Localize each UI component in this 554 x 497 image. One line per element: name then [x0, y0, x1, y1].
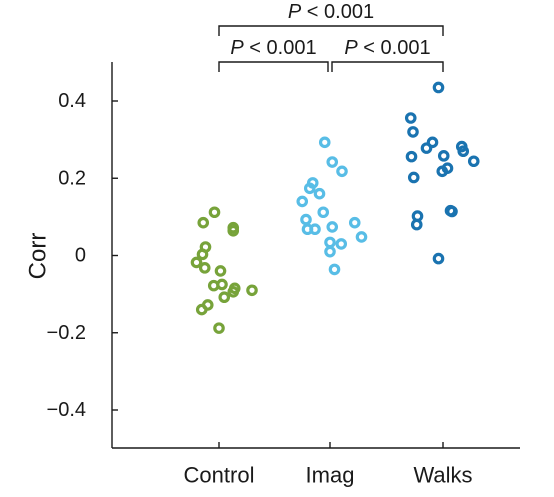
data-point-imag: [348, 216, 361, 229]
data-point-control: [196, 248, 209, 261]
data-point-imag: [336, 165, 348, 178]
significance-label: P < 0.001: [288, 1, 374, 23]
data-point-walks: [407, 171, 420, 184]
significance-label: P < 0.001: [230, 37, 316, 59]
x-category-label: Imag: [306, 463, 355, 488]
data-point-walks: [420, 142, 433, 154]
data-point-walks: [432, 81, 445, 94]
x-category-label: Walks: [413, 463, 472, 488]
significance-label: P < 0.001: [344, 37, 430, 59]
data-point-imag: [303, 182, 316, 195]
data-point-walks: [410, 218, 423, 231]
y-tick-label: 0: [75, 245, 86, 267]
significance-brackets: P < 0.001 P < 0.001 P < 0.001: [218, 1, 444, 72]
significance-bracket: [331, 61, 444, 72]
data-point-control: [246, 284, 258, 297]
data-point-imag: [296, 195, 309, 208]
data-point-walks: [437, 150, 450, 162]
data-point-control: [216, 278, 228, 291]
y-tick-label: −0.4: [47, 399, 86, 421]
data-point-control: [208, 206, 221, 219]
y-tick-label: −0.2: [47, 322, 86, 344]
data-point-walks: [432, 252, 445, 265]
data-point-control: [198, 262, 211, 274]
data-point-control: [195, 303, 208, 316]
significance-bracket: [218, 61, 329, 72]
significance-bracket: [218, 25, 444, 36]
data-point-imag: [317, 206, 330, 219]
data-point-imag: [324, 236, 336, 249]
data-point-control: [197, 216, 210, 229]
data-point-walks: [405, 150, 418, 163]
data-point-imag: [335, 238, 348, 250]
data-point-walks: [467, 155, 480, 168]
data-point-control: [214, 265, 227, 277]
data-point-imag: [326, 221, 339, 233]
data-point-control: [213, 322, 225, 334]
y-tick-label: 0.4: [58, 90, 86, 112]
data-point-control: [218, 291, 231, 304]
y-axis-title: Corr: [25, 233, 52, 280]
data-point-walks: [436, 165, 449, 178]
data-point-walks: [446, 205, 458, 218]
data-point-imag: [324, 245, 336, 258]
data-point-walks: [426, 136, 439, 149]
data-point-imag: [309, 223, 321, 236]
data-point-walks: [457, 145, 470, 158]
data-point-imag: [300, 213, 312, 226]
data-point-control: [227, 224, 240, 237]
data-point-imag: [318, 136, 331, 149]
data-point-imag: [326, 156, 339, 168]
data-points: [190, 81, 480, 334]
data-point-imag: [355, 231, 368, 243]
data-point-walks: [404, 112, 417, 124]
data-point-imag: [313, 187, 326, 200]
data-point-control: [227, 286, 240, 298]
data-point-walks: [407, 126, 419, 138]
x-category-label: Control: [184, 463, 255, 488]
data-point-imag: [328, 263, 341, 276]
axes: 0.4 0.2 0 −0.2 −0.4 Control Imag Walks: [47, 62, 520, 488]
y-tick-label: 0.2: [58, 167, 86, 189]
data-point-control: [190, 256, 203, 269]
